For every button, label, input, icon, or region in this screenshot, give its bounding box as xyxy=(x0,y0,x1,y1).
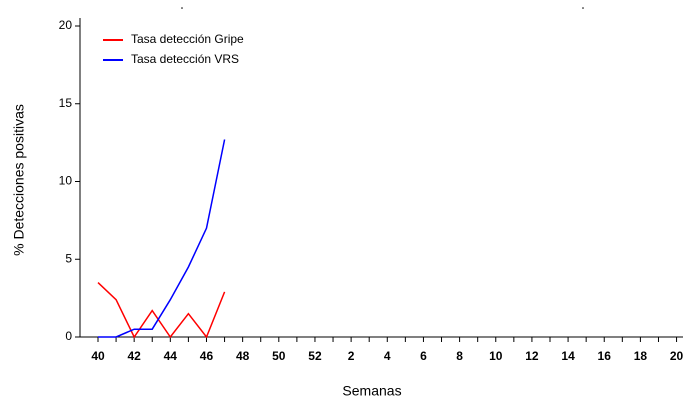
x-axis-label: Semanas xyxy=(342,383,401,399)
x-tick-label: 18 xyxy=(634,349,648,363)
x-tick-label: 6 xyxy=(420,349,427,363)
y-tick-label: 5 xyxy=(65,251,72,265)
x-tick-label: 12 xyxy=(525,349,539,363)
x-tick-label: 48 xyxy=(236,349,250,363)
x-tick-label: 14 xyxy=(561,349,575,363)
legend-label: Tasa detección Gripe xyxy=(131,32,244,46)
x-tick-label: 46 xyxy=(200,349,214,363)
dot xyxy=(181,7,183,9)
x-tick-label: 50 xyxy=(272,349,286,363)
line-series xyxy=(98,139,226,338)
y-tick-label: 0 xyxy=(65,329,72,343)
x-tick-label: 10 xyxy=(489,349,503,363)
line-series xyxy=(97,282,226,339)
x-tick-label: 52 xyxy=(308,349,322,363)
y-tick-label: 15 xyxy=(59,96,73,110)
x-tick-label: 16 xyxy=(598,349,612,363)
x-tick-label: 42 xyxy=(127,349,141,363)
y-tick-label: 10 xyxy=(59,174,73,188)
x-tick-label: 2 xyxy=(348,349,355,363)
dot xyxy=(582,7,584,9)
x-tick-label: 40 xyxy=(91,349,105,363)
x-tick-label: 8 xyxy=(456,349,463,363)
y-axis-label: % Detecciones positivas xyxy=(11,104,27,256)
legend-label: Tasa detección VRS xyxy=(131,52,239,66)
x-tick-label: 44 xyxy=(164,349,178,363)
y-tick-label: 20 xyxy=(59,18,73,32)
x-tick-label: 4 xyxy=(384,349,391,363)
x-tick-label: 20 xyxy=(670,349,683,363)
